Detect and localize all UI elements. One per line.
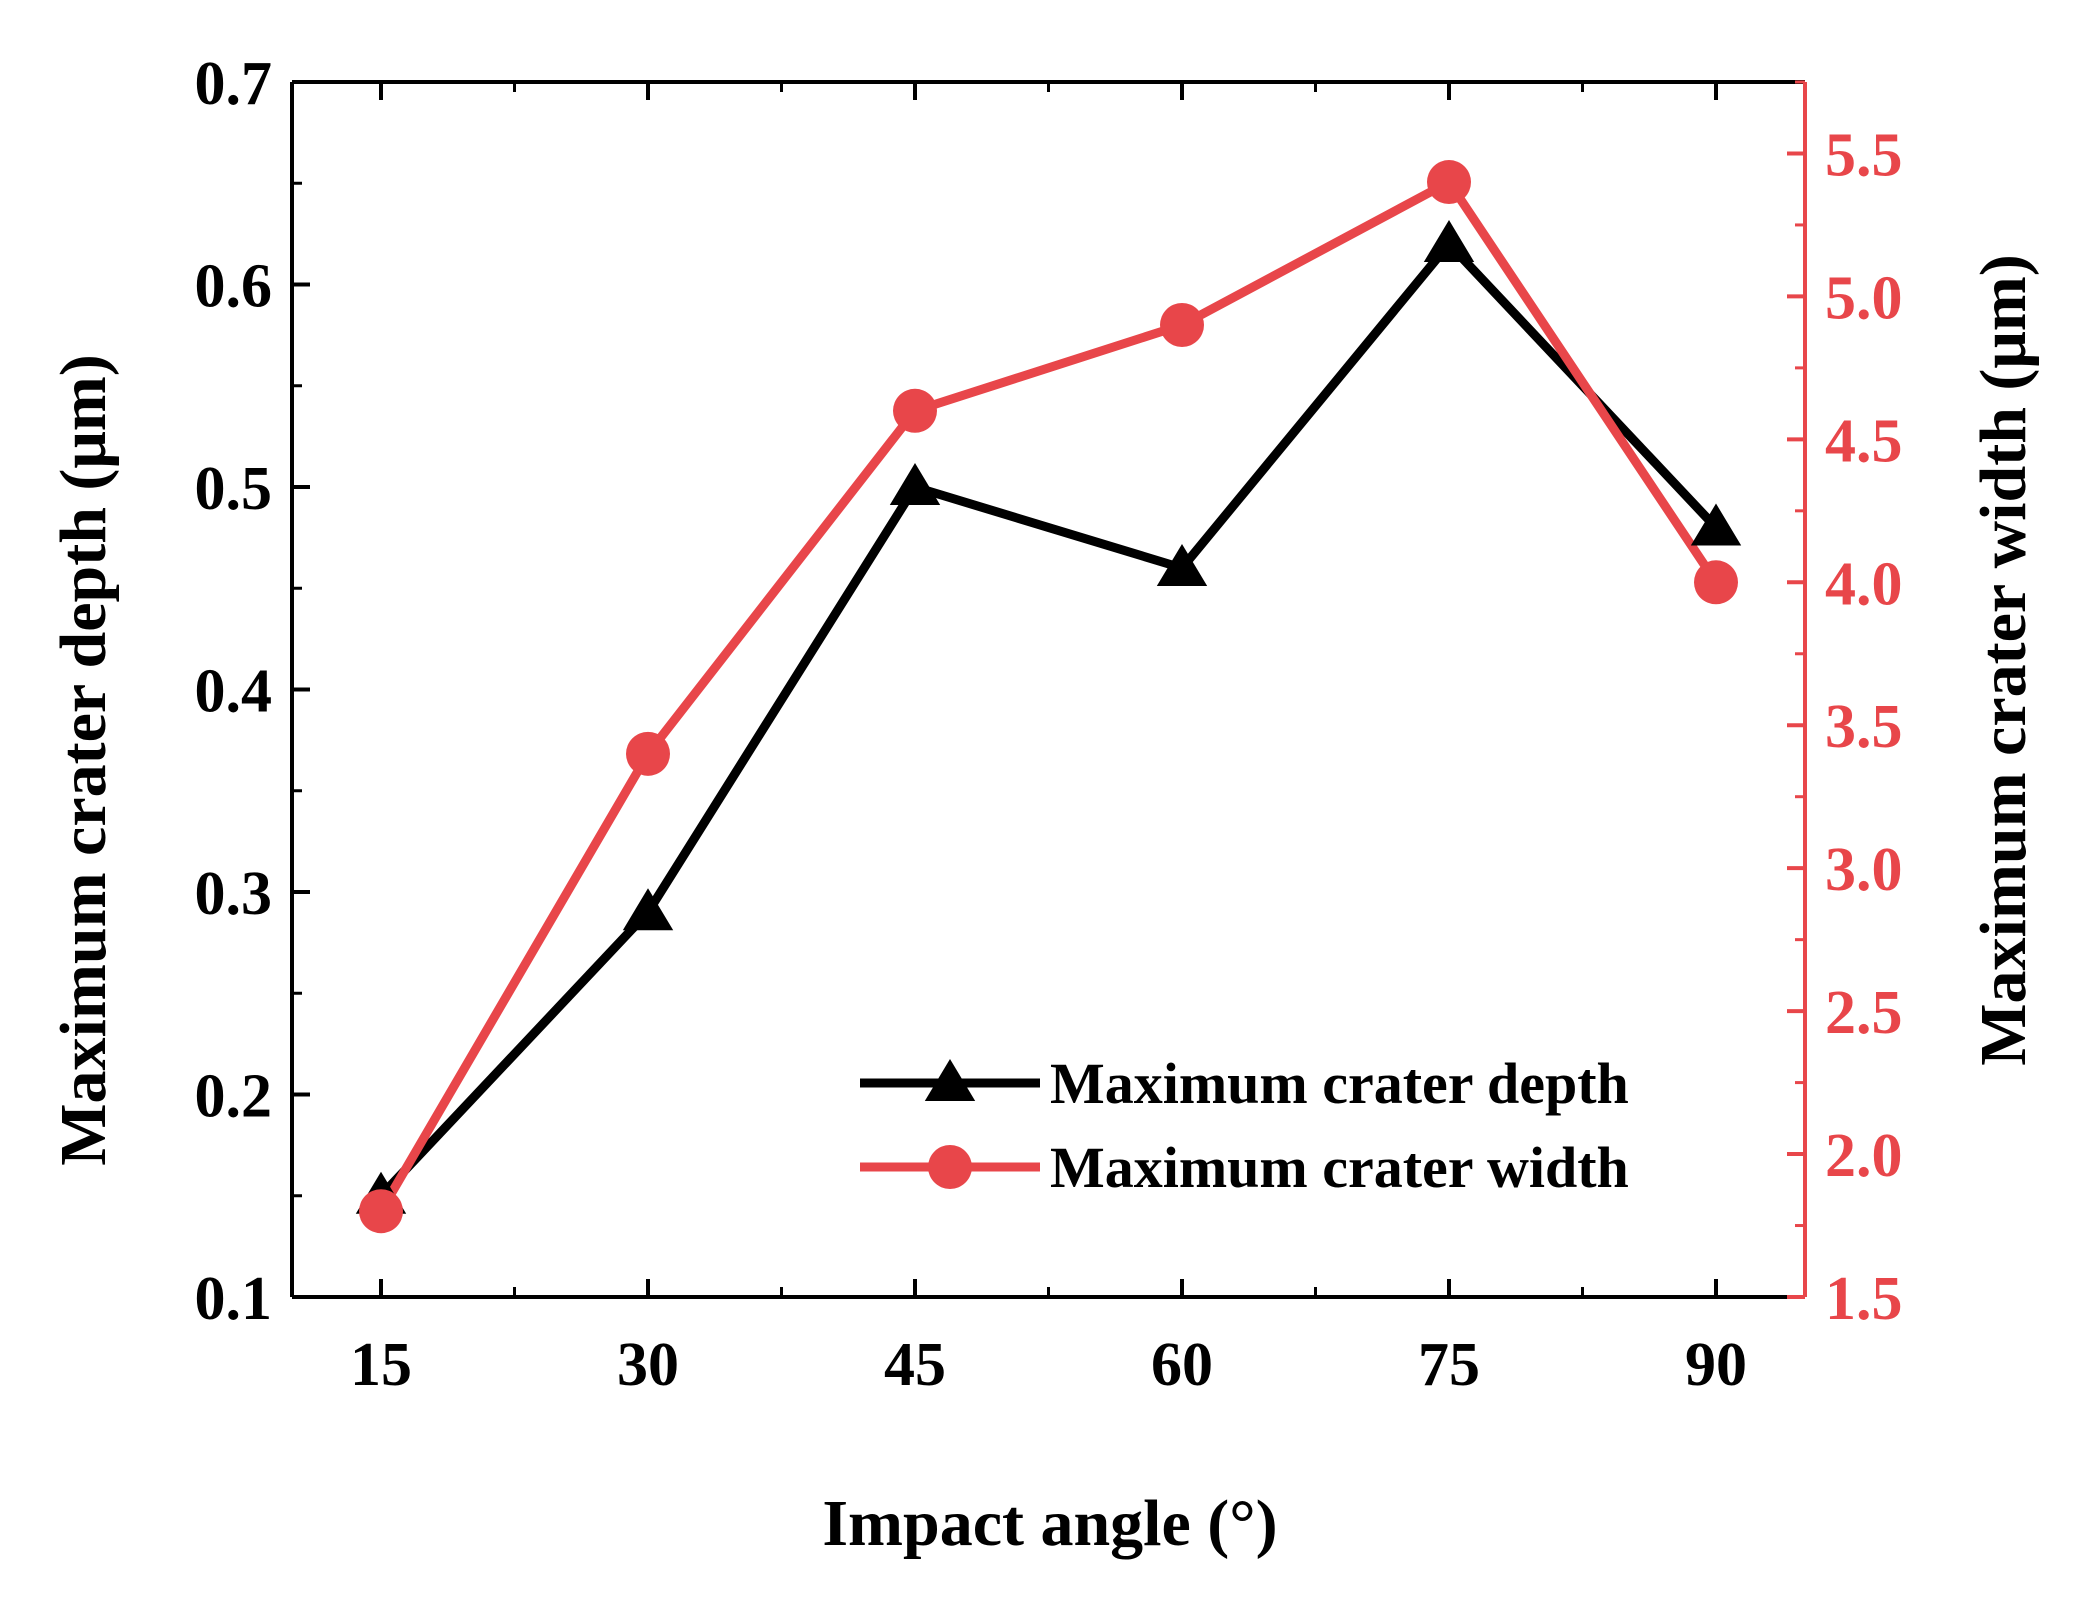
width-point-marker [1160, 303, 1204, 347]
x-axis-title: Impact angle (°) [822, 1487, 1277, 1560]
x-tick-label: 75 [1418, 1331, 1480, 1399]
x-tick-label: 90 [1685, 1331, 1747, 1399]
x-tick-label: 15 [350, 1331, 412, 1399]
y-tick-label: 0.2 [195, 1063, 273, 1131]
depth-point-marker [622, 888, 674, 931]
x-tick-label: 30 [617, 1331, 679, 1399]
width-series-line [377, 177, 1720, 1214]
width-point-marker [1427, 160, 1471, 205]
legend-depth-marker [924, 1059, 976, 1101]
y2-tick-label: 4.5 [1825, 407, 1903, 475]
width-point-marker [359, 1189, 403, 1234]
width-point-marker [1694, 560, 1738, 605]
width-point-marker [626, 731, 670, 776]
y2-axis-title: Maximum crater width (μm) [1967, 254, 2040, 1066]
y-tick-label: 0.6 [195, 253, 273, 321]
y2-tick-label: 5.0 [1825, 264, 1903, 332]
x-tick-label: 60 [1151, 1331, 1213, 1399]
depth-point-marker [1156, 544, 1208, 586]
depth-series-line [377, 239, 1720, 1199]
depth-point-marker [889, 463, 941, 505]
x-tick-label: 45 [884, 1331, 946, 1399]
depth-point-marker [1423, 220, 1475, 262]
y-tick-label: 0.3 [195, 860, 273, 928]
y2-tick-label: 2.0 [1825, 1122, 1903, 1190]
y2-tick-label: 2.5 [1825, 979, 1903, 1047]
y2-tick-label: 3.0 [1825, 836, 1903, 904]
y2-tick-label: 5.5 [1825, 121, 1903, 189]
legend-width-label: Maximum crater width [1050, 1135, 1629, 1200]
width-point-marker [893, 388, 937, 433]
y2-tick-label: 1.5 [1825, 1265, 1903, 1333]
depth-point-marker [1690, 503, 1742, 546]
legend-depth-label: Maximum crater depth [1050, 1051, 1629, 1116]
y-tick-label: 0.4 [195, 658, 273, 726]
y2-tick-label: 4.0 [1825, 550, 1903, 618]
y-axis-title: Maximum crater depth (μm) [47, 354, 120, 1166]
y-tick-label: 0.5 [195, 455, 273, 523]
legend-width-marker [928, 1145, 972, 1189]
y-tick-label: 0.1 [195, 1265, 273, 1333]
y2-tick-label: 3.5 [1825, 693, 1903, 761]
y-tick-label: 0.7 [195, 50, 273, 118]
